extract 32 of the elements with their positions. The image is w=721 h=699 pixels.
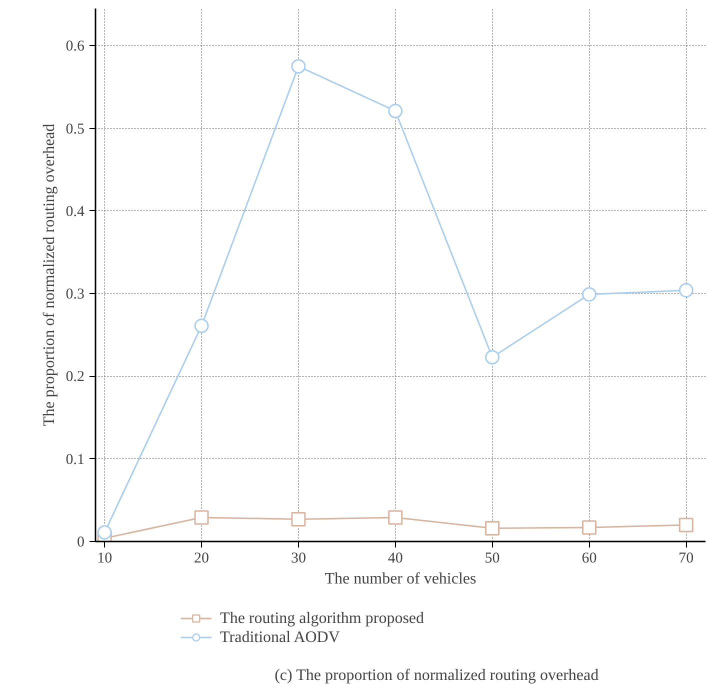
- point: [97, 525, 112, 540]
- point: [582, 287, 596, 302]
- y-tick-label: 0.1: [66, 452, 84, 468]
- point: [291, 59, 306, 74]
- x-tick-label: 30: [290, 550, 306, 566]
- y-tick-label: 0.5: [66, 121, 84, 138]
- point: [485, 521, 500, 536]
- y-tick-label: 0.3: [66, 286, 84, 303]
- x-axis-title: The number of vehicles: [324, 570, 476, 588]
- point: [582, 520, 596, 535]
- text: (c) The proportion of normalized routing overhead: [274, 667, 599, 684]
- x-tick-label: 10: [97, 550, 112, 566]
- y-tick-label: 0.6: [66, 38, 85, 55]
- point: [678, 518, 694, 532]
- point: [388, 104, 403, 118]
- legend-label: Traditional AODV: [220, 629, 340, 646]
- y-axis-title: The proportion of normalized routing overhead: [40, 124, 58, 426]
- legend-label: The routing algorithm proposed: [220, 610, 424, 627]
- x-tick-label: 20: [194, 550, 210, 566]
- x-tick-label: 60: [582, 550, 597, 566]
- x-tick-label: 70: [678, 550, 694, 566]
- point: [388, 510, 403, 525]
- point: [194, 510, 209, 525]
- x-tick-label: 50: [484, 550, 500, 566]
- point: [194, 318, 209, 334]
- point: [678, 283, 694, 298]
- point: [485, 350, 500, 364]
- y-tick-label: 0.2: [66, 369, 84, 386]
- y-tick-label: 0.4: [66, 204, 85, 220]
- point: [291, 512, 306, 526]
- y-tick-label: 0: [77, 534, 84, 550]
- x-tick-label: 40: [388, 550, 403, 566]
